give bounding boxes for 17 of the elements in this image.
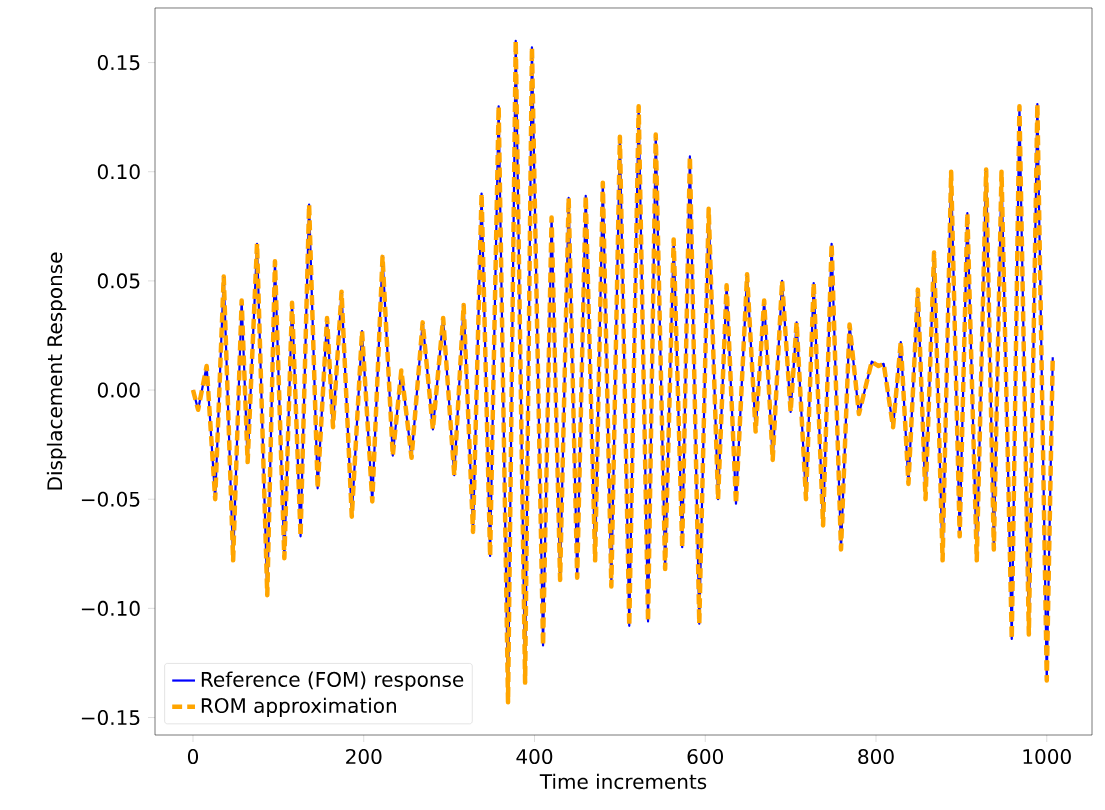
x-axis-title: Time increments [539,773,707,790]
x-tick-label: 800 [858,748,894,765]
x-tick-label: 0 [187,748,199,765]
x-tick-label: 400 [516,748,553,765]
y-tick-label: 0.00 [97,382,140,398]
y-tick-label: −0.05 [81,491,140,507]
x-tick-label: 1000 [1023,748,1071,765]
y-tick-label: 0.05 [97,273,140,289]
x-tick-label: 200 [346,748,382,765]
x-tick-label: 600 [687,748,724,765]
y-tick-label: −0.15 [81,709,140,726]
y-tick-label: 0.15 [97,55,140,71]
y-tick-label: −0.10 [81,600,140,616]
legend-label: Reference (FOM) response [201,671,464,691]
y-axis-title: Displacement Response [46,252,67,490]
y-tick-label: 0.10 [97,164,140,180]
legend-label: ROM approximation [201,697,396,717]
